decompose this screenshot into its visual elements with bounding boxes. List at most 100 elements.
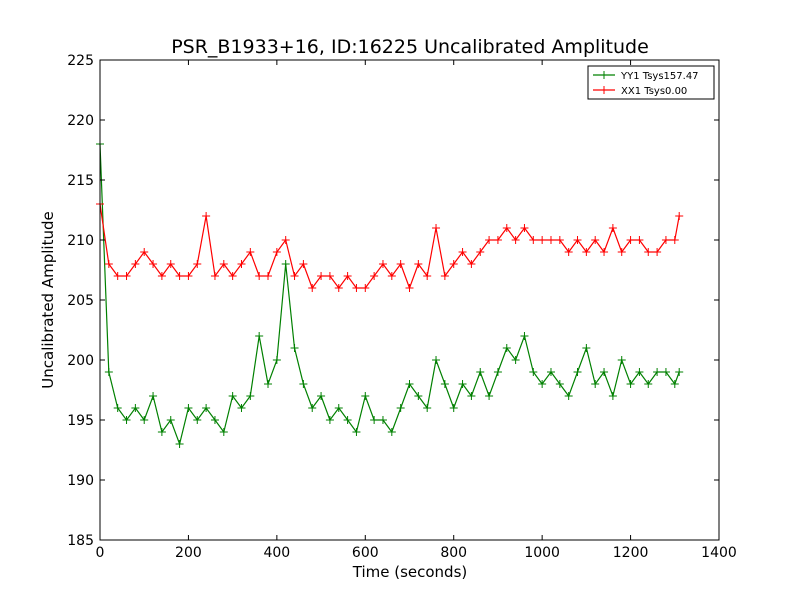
plot-frame xyxy=(99,59,720,541)
data-point xyxy=(193,260,202,268)
data-point xyxy=(546,236,555,244)
data-point xyxy=(626,236,635,244)
data-point xyxy=(352,428,361,436)
data-point xyxy=(502,224,511,232)
data-point xyxy=(405,380,414,388)
data-point xyxy=(396,260,405,268)
data-point xyxy=(608,392,617,400)
data-point xyxy=(299,260,308,268)
data-point xyxy=(467,260,476,268)
data-point xyxy=(635,236,644,244)
data-point xyxy=(246,392,255,400)
data-point xyxy=(670,236,679,244)
data-point xyxy=(122,272,131,280)
data-point xyxy=(255,332,264,340)
data-point xyxy=(175,440,184,448)
data-point xyxy=(485,236,494,244)
data-point xyxy=(210,416,219,424)
data-point xyxy=(237,404,246,412)
data-point xyxy=(564,392,573,400)
data-point xyxy=(573,236,582,244)
data-point xyxy=(502,344,511,352)
data-point xyxy=(290,344,299,352)
data-point xyxy=(449,260,458,268)
data-point xyxy=(202,212,211,220)
x-tick-label: 800 xyxy=(440,545,467,561)
data-point xyxy=(423,404,432,412)
data-point xyxy=(493,368,502,376)
data-point xyxy=(184,404,193,412)
y-tick-label: 205 xyxy=(67,293,94,309)
data-point xyxy=(608,224,617,232)
data-point xyxy=(626,380,635,388)
data-point xyxy=(600,368,609,376)
data-point xyxy=(529,368,538,376)
data-point xyxy=(458,380,467,388)
legend-label: XX1 Tsys0.00 xyxy=(621,86,687,97)
data-point xyxy=(219,428,228,436)
data-point xyxy=(573,368,582,376)
data-point xyxy=(378,260,387,268)
data-point xyxy=(675,212,684,220)
data-point xyxy=(591,380,600,388)
data-point xyxy=(210,272,219,280)
data-point xyxy=(644,380,653,388)
data-point xyxy=(653,248,662,256)
data-point xyxy=(617,356,626,364)
data-point xyxy=(264,380,273,388)
data-point xyxy=(228,272,237,280)
y-tick-label: 215 xyxy=(67,173,94,189)
x-axis-label: Time (seconds) xyxy=(352,563,468,581)
data-point xyxy=(476,368,485,376)
data-point xyxy=(122,416,131,424)
data-point xyxy=(538,236,547,244)
data-point xyxy=(299,380,308,388)
data-point xyxy=(670,380,679,388)
series-1 xyxy=(96,200,684,292)
data-point xyxy=(582,248,591,256)
data-point xyxy=(308,404,317,412)
data-point xyxy=(555,236,564,244)
data-point xyxy=(564,248,573,256)
y-axis-label: Uncalibrated Amplitude xyxy=(39,211,57,388)
x-tick-label: 1400 xyxy=(701,545,737,561)
data-point xyxy=(343,416,352,424)
data-point xyxy=(493,236,502,244)
plot-area xyxy=(96,140,684,448)
data-point xyxy=(131,260,140,268)
axes: 0 200 400 600 800 1000 1200 1400 185 190 195 200 205… xyxy=(67,53,737,561)
data-point xyxy=(104,368,113,376)
data-point xyxy=(591,236,600,244)
data-point xyxy=(175,272,184,280)
y-tick-label: 220 xyxy=(67,113,94,129)
x-tick-label: 1000 xyxy=(524,545,560,561)
legend: YY1 Tsys157.47 XX1 Tsys0.00 xyxy=(587,65,715,100)
data-point xyxy=(219,260,228,268)
legend-marker xyxy=(600,86,608,94)
series-line xyxy=(99,143,680,447)
data-point xyxy=(511,236,520,244)
data-point xyxy=(157,272,166,280)
data-point xyxy=(600,248,609,256)
data-point xyxy=(538,380,547,388)
y-tick-label: 200 xyxy=(67,353,94,369)
data-point xyxy=(440,380,449,388)
data-point xyxy=(202,404,211,412)
data-point xyxy=(520,224,529,232)
data-point xyxy=(317,272,326,280)
data-point xyxy=(113,272,122,280)
data-point xyxy=(193,416,202,424)
legend-label: YY1 Tsys157.47 xyxy=(620,71,699,82)
data-point xyxy=(149,392,158,400)
data-point xyxy=(149,260,158,268)
data-point xyxy=(308,284,317,292)
data-point xyxy=(281,236,290,244)
data-point xyxy=(140,416,149,424)
data-point xyxy=(432,356,441,364)
data-point xyxy=(661,368,670,376)
data-point xyxy=(546,368,555,376)
data-point xyxy=(467,392,476,400)
data-point xyxy=(131,404,140,412)
data-point xyxy=(370,272,379,280)
